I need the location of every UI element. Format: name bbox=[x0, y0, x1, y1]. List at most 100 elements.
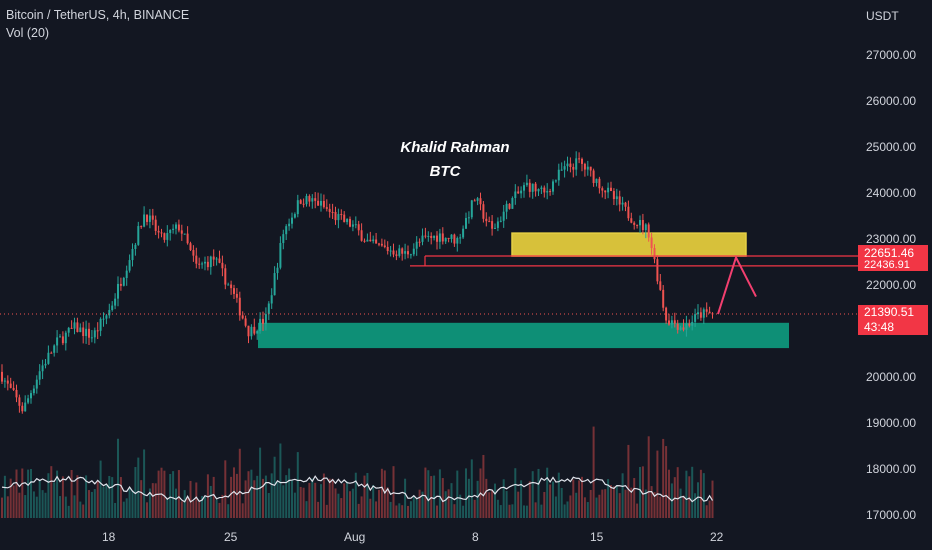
candle-body bbox=[653, 248, 656, 260]
volume-bar bbox=[122, 501, 125, 518]
candle-body bbox=[151, 215, 154, 220]
volume-bar bbox=[340, 498, 343, 518]
volume-bar bbox=[627, 444, 630, 518]
candle-body bbox=[137, 226, 140, 245]
candle-body bbox=[6, 380, 9, 384]
candle-body bbox=[372, 239, 375, 242]
volume-bar bbox=[685, 470, 688, 518]
volume-bar bbox=[682, 495, 685, 518]
candle-body bbox=[502, 211, 505, 221]
candle-body bbox=[537, 189, 540, 192]
candle-body bbox=[134, 244, 137, 249]
candle-body bbox=[285, 226, 288, 235]
volume-bar bbox=[148, 488, 151, 518]
candle-body bbox=[670, 320, 673, 325]
candle-body bbox=[444, 237, 447, 242]
volume-bar bbox=[270, 473, 273, 518]
candle-body bbox=[572, 166, 575, 170]
candle-body bbox=[235, 293, 238, 298]
volume-bar bbox=[366, 472, 369, 518]
volume-bar bbox=[549, 484, 552, 518]
time-tick-label: 15 bbox=[590, 530, 604, 544]
volume-bar bbox=[169, 473, 172, 518]
candle-body bbox=[273, 273, 276, 296]
volume-bar bbox=[227, 504, 230, 518]
volume-bar bbox=[331, 478, 334, 518]
candle-body bbox=[18, 397, 21, 406]
volume-bar bbox=[697, 482, 699, 518]
volume-bar bbox=[61, 476, 64, 518]
volume-bar bbox=[470, 459, 473, 518]
volume-bar bbox=[285, 475, 288, 518]
candle-body bbox=[111, 305, 114, 311]
volume-bar bbox=[114, 502, 117, 518]
volume-bar bbox=[514, 468, 517, 518]
candle-body bbox=[206, 261, 209, 268]
volume-bar bbox=[351, 488, 354, 518]
candle-body bbox=[552, 181, 554, 192]
volume-bar bbox=[383, 470, 386, 518]
candle-body bbox=[198, 263, 201, 265]
volume-bar bbox=[346, 481, 349, 518]
volume-bar bbox=[407, 505, 409, 518]
volume-bar bbox=[334, 488, 337, 518]
candle-body bbox=[676, 323, 679, 330]
candle-body bbox=[641, 220, 644, 231]
candle-body bbox=[85, 328, 88, 337]
candle-body bbox=[627, 206, 630, 219]
candle-body bbox=[485, 218, 488, 222]
candle-body bbox=[9, 383, 12, 388]
candle-body bbox=[395, 254, 398, 256]
volume-bar bbox=[386, 487, 389, 518]
volume-bar bbox=[90, 491, 93, 518]
volume-bar bbox=[282, 485, 285, 518]
volume-bar bbox=[711, 480, 714, 518]
candle-body bbox=[476, 198, 479, 201]
candle-body bbox=[630, 218, 633, 223]
volume-bar bbox=[453, 504, 456, 518]
volume-bar bbox=[494, 483, 496, 518]
volume-bar bbox=[441, 478, 444, 518]
candle-body bbox=[543, 187, 546, 193]
candle-body bbox=[250, 326, 253, 337]
candle-body bbox=[430, 235, 433, 238]
volume-bar bbox=[427, 470, 430, 518]
volume-bar bbox=[221, 494, 224, 518]
candle-body bbox=[279, 243, 282, 268]
candle-body bbox=[679, 327, 682, 330]
candle-body bbox=[21, 405, 24, 412]
volume-bar bbox=[569, 495, 572, 518]
candle-body bbox=[12, 387, 15, 390]
candle-body bbox=[177, 224, 180, 231]
candle-body bbox=[267, 303, 270, 315]
candle-body bbox=[227, 284, 230, 286]
volume-bar bbox=[583, 497, 586, 518]
candle-body bbox=[589, 166, 592, 171]
volume-bar bbox=[491, 489, 494, 518]
candle-body bbox=[189, 243, 192, 251]
level-lower-tag: 22436.91 bbox=[858, 259, 928, 271]
candle-body bbox=[61, 336, 64, 344]
volume-bar bbox=[88, 490, 90, 518]
volume-bar bbox=[389, 501, 392, 518]
candle-body bbox=[508, 203, 511, 209]
volume-bar bbox=[662, 438, 665, 518]
volume-bar bbox=[291, 480, 293, 518]
volume-bar bbox=[543, 491, 546, 518]
price-tick-label: 24000.00 bbox=[866, 186, 917, 200]
volume-bar bbox=[676, 467, 679, 518]
candle-body bbox=[264, 314, 267, 324]
candle-body bbox=[438, 233, 441, 242]
time-tick-label: 22 bbox=[710, 530, 724, 544]
volume-bar bbox=[392, 466, 395, 518]
volume-bar bbox=[119, 477, 122, 518]
candle-body bbox=[320, 200, 322, 206]
candle-body bbox=[540, 187, 543, 190]
candle-body bbox=[618, 196, 621, 205]
candle-body bbox=[427, 235, 430, 237]
candle-body bbox=[180, 230, 183, 234]
candle-body bbox=[59, 336, 61, 338]
volume-bar bbox=[633, 478, 636, 518]
volume-bar bbox=[581, 476, 583, 518]
